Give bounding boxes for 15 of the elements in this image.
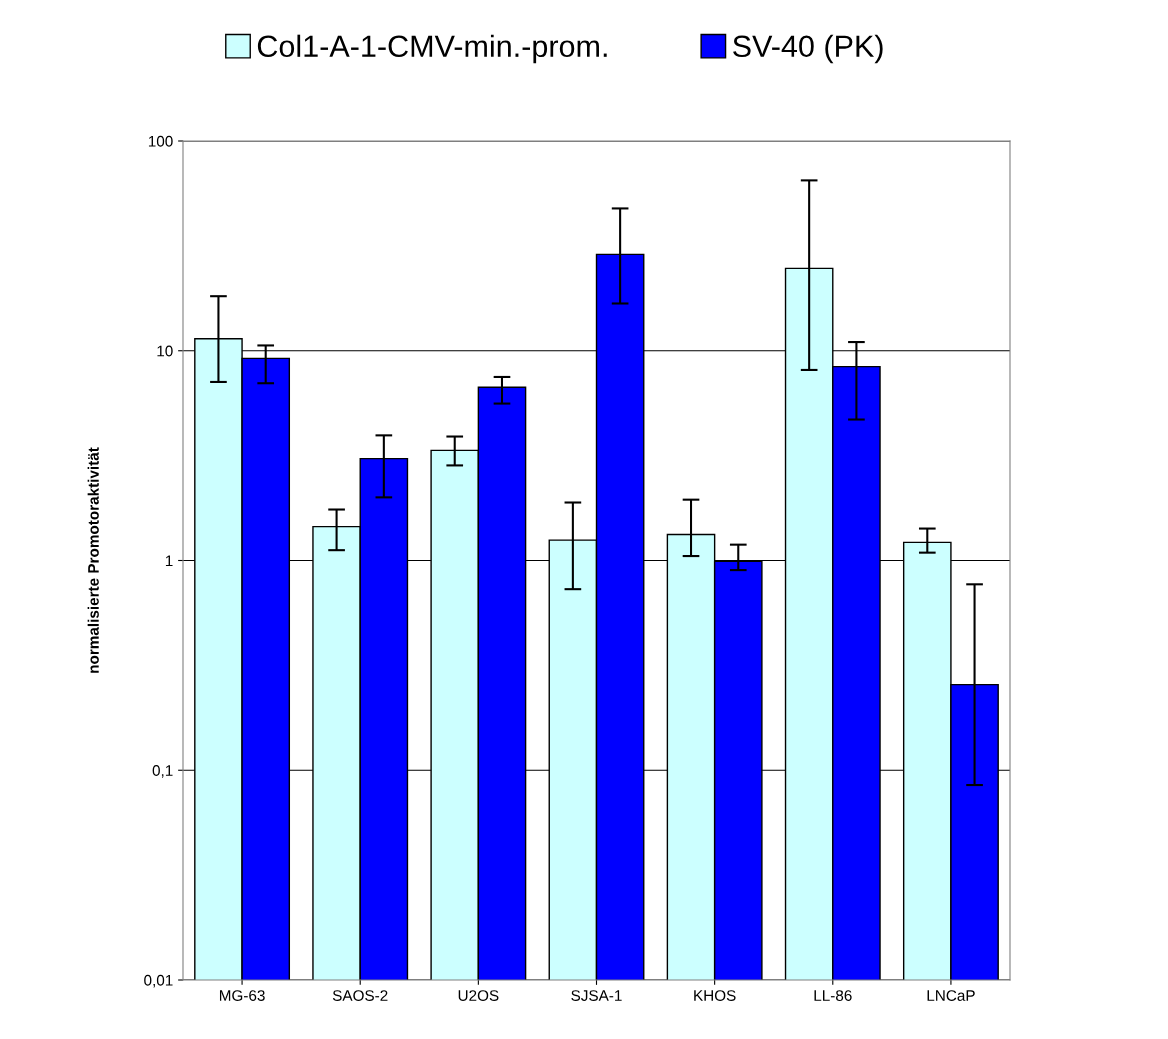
legend-label: Col1-A-1-CMV-min.-prom. xyxy=(257,34,607,64)
x-tick-label: LL-86 xyxy=(814,990,852,1001)
x-tick-label: MG-63 xyxy=(219,990,265,1001)
y-tick-label: 0,1 xyxy=(152,765,173,778)
x-tick-label: SAOS-2 xyxy=(332,990,388,1001)
y-tick-label: 1 xyxy=(165,555,173,567)
x-tick-label: KHOS xyxy=(694,990,736,1001)
y-tick-label: 100 xyxy=(148,135,173,147)
x-tick-label: SJSA-1 xyxy=(571,990,622,1001)
y-axis-title: normalisierte Promotoraktivität xyxy=(87,447,99,673)
y-tick-label: 10 xyxy=(157,345,173,357)
y-tick-label: 0,01 xyxy=(144,974,173,988)
x-tick-label: LNCaP xyxy=(927,990,975,1001)
legend-label: SV-40 (PK) xyxy=(733,34,883,64)
x-tick-label: U2OS xyxy=(458,990,499,1001)
